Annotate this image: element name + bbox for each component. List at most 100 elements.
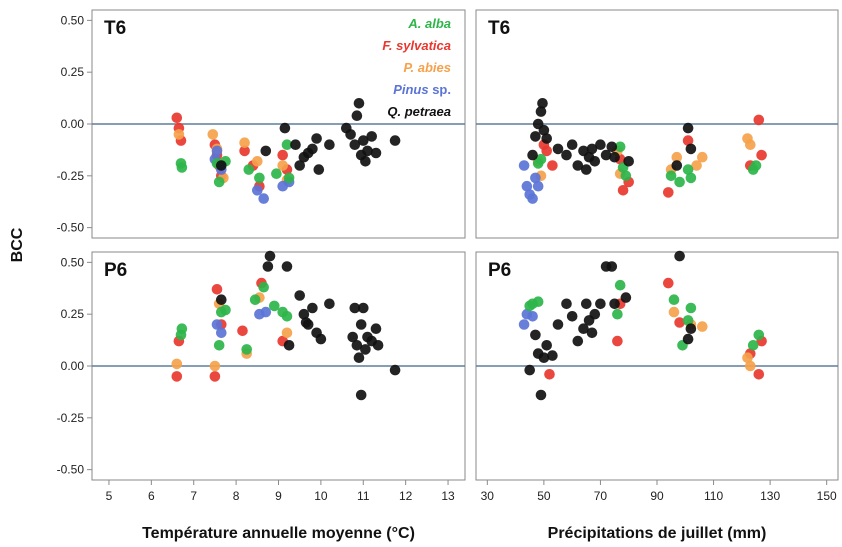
data-point — [541, 340, 552, 351]
data-point — [211, 319, 223, 330]
data-point — [685, 143, 697, 155]
data-point — [290, 139, 301, 150]
data-point — [307, 302, 318, 314]
data-point — [566, 139, 578, 150]
data-point — [355, 389, 367, 401]
data-point — [612, 308, 623, 320]
data-point — [527, 193, 538, 204]
data-point — [176, 162, 188, 173]
data-point — [283, 340, 295, 351]
data-point — [171, 112, 183, 124]
data-point — [586, 143, 598, 155]
data-point — [756, 149, 767, 161]
data-point — [277, 160, 289, 171]
data-point — [750, 160, 762, 171]
data-point — [311, 133, 322, 144]
data-point — [541, 145, 552, 157]
legend-entry: P. abies — [404, 60, 451, 75]
data-point — [294, 160, 306, 171]
data-point — [586, 327, 598, 339]
data-point — [281, 311, 293, 322]
data-point — [277, 149, 289, 161]
data-point — [345, 129, 356, 140]
data-point — [535, 106, 547, 117]
data-point — [682, 122, 694, 134]
data-point — [281, 139, 293, 150]
data-point — [254, 172, 265, 184]
data-point — [572, 335, 584, 347]
data-point — [389, 364, 401, 376]
data-point — [209, 360, 221, 372]
data-point — [674, 176, 685, 188]
data-point — [742, 352, 753, 364]
data-point — [324, 298, 335, 310]
data-point — [209, 371, 221, 382]
legend-entry: F. sylvatica — [382, 38, 451, 53]
x-tick-label: 9 — [275, 489, 282, 503]
data-point — [623, 156, 634, 167]
data-point — [685, 302, 697, 314]
data-point — [249, 294, 261, 306]
data-point — [216, 327, 227, 339]
data-point — [612, 335, 623, 347]
x-tick-label: 6 — [148, 489, 155, 503]
data-point — [753, 369, 765, 380]
data-point — [302, 319, 314, 330]
data-point — [685, 323, 697, 335]
data-point — [697, 321, 708, 332]
y-tick-label: 0.25 — [61, 65, 85, 79]
data-point — [745, 139, 756, 150]
data-point — [753, 114, 765, 126]
data-point — [269, 300, 280, 312]
data-point — [606, 261, 618, 272]
data-point — [530, 131, 541, 142]
data-point — [614, 279, 626, 291]
data-point — [281, 327, 293, 339]
data-point — [671, 160, 683, 171]
data-point — [220, 304, 231, 316]
data-point — [620, 170, 632, 182]
data-point — [355, 319, 367, 330]
data-point — [547, 350, 558, 361]
x-tick-label: 130 — [760, 489, 780, 503]
data-point — [171, 358, 183, 370]
data-point — [298, 308, 310, 320]
data-point — [530, 172, 541, 184]
legend-entry-text: Pinus — [393, 82, 428, 97]
data-point — [547, 160, 558, 171]
x-tick-label: 13 — [441, 489, 455, 503]
x-axis-label: Précipitations de juillet (mm) — [548, 525, 767, 542]
data-point — [691, 160, 702, 171]
panel-label: P6 — [104, 260, 127, 281]
data-point — [663, 277, 674, 289]
data-point — [315, 333, 327, 345]
data-point — [324, 139, 335, 150]
data-point — [581, 164, 592, 175]
data-point — [366, 131, 378, 142]
data-point — [216, 160, 227, 171]
legend-entry-text: A. alba — [407, 16, 451, 31]
y-tick-label: 0.25 — [61, 307, 85, 321]
legend-entry-text: F. sylvatica — [382, 38, 451, 53]
data-point — [213, 340, 225, 351]
data-point — [535, 153, 547, 165]
data-point — [663, 187, 674, 198]
data-point — [682, 315, 694, 326]
data-point — [745, 360, 756, 372]
data-point — [176, 323, 188, 335]
data-point — [671, 151, 683, 163]
data-point — [532, 296, 544, 308]
data-point — [294, 290, 306, 301]
data-point — [283, 172, 295, 184]
data-point — [617, 185, 629, 196]
data-point — [251, 185, 263, 196]
x-tick-label: 70 — [594, 489, 608, 503]
data-point — [260, 306, 272, 318]
data-point — [595, 139, 606, 150]
data-point — [241, 344, 252, 355]
data-point — [243, 164, 255, 175]
x-tick-label: 8 — [233, 489, 240, 503]
x-tick-label: 150 — [817, 489, 837, 503]
data-point — [260, 145, 272, 157]
